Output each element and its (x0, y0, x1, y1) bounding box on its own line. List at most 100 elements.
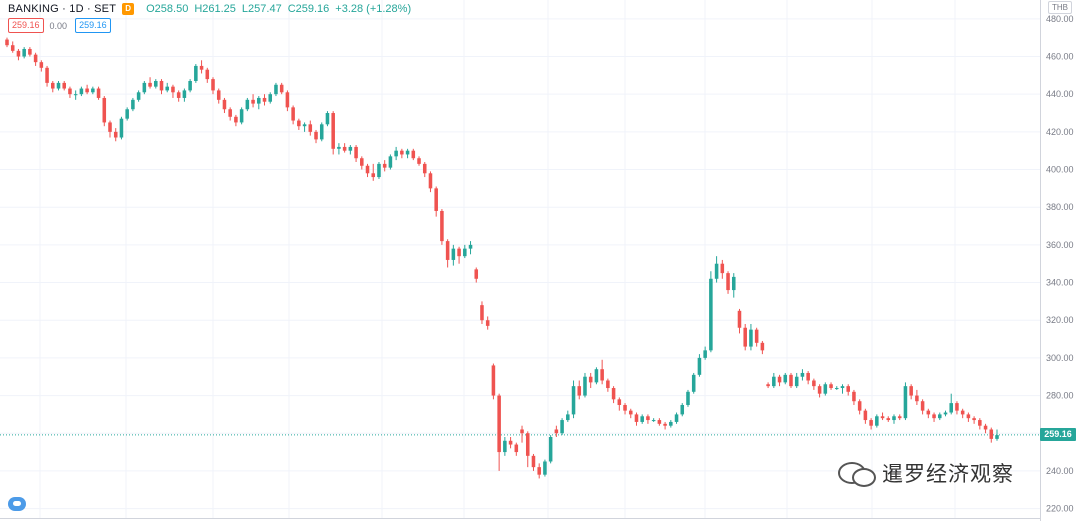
candle (68, 86, 72, 98)
candle (142, 80, 147, 95)
candle-body (634, 414, 639, 422)
candle (623, 403, 627, 415)
candle (377, 161, 381, 179)
candle (113, 128, 118, 142)
candle (897, 414, 902, 421)
candle-body (960, 410, 965, 415)
candle-body (966, 414, 971, 419)
candle (474, 267, 479, 283)
candle (903, 382, 908, 421)
candle-body (474, 269, 479, 279)
candle (531, 453, 536, 471)
candle-body (594, 369, 599, 383)
candle (285, 90, 290, 112)
candle (319, 122, 324, 142)
candle-body (497, 395, 501, 453)
candle (463, 244, 467, 259)
candle (926, 408, 931, 419)
candle-body (628, 410, 633, 415)
candle (606, 378, 610, 392)
candle-body (886, 418, 891, 421)
candle-body (834, 388, 839, 390)
candle-body (182, 90, 187, 98)
price-axis[interactable]: 220.00240.00260.00280.00300.00320.00340.… (1046, 14, 1074, 514)
candle (91, 86, 95, 95)
candle-body (165, 86, 170, 91)
candle (222, 97, 227, 114)
candle-body (199, 65, 204, 70)
currency-label[interactable]: THB (1048, 1, 1072, 14)
candle (491, 363, 496, 400)
candle (697, 354, 702, 377)
candle-body (995, 435, 999, 439)
candle (852, 389, 856, 405)
candle (978, 418, 982, 430)
candle (417, 156, 421, 166)
candle-body (234, 116, 238, 123)
ohlc-values: O258.50 H261.25 L257.47 C259.16 +3.28 (+1.28… (146, 3, 417, 15)
candle (354, 145, 358, 162)
candle (646, 414, 650, 424)
candle (731, 273, 736, 298)
candle-body (291, 107, 295, 121)
candle-body (314, 131, 318, 140)
candle (131, 97, 135, 112)
candle (709, 271, 713, 353)
candle-body (560, 420, 564, 434)
buy-button[interactable]: 259.16 (75, 18, 111, 33)
candle-body (606, 380, 610, 389)
candle (5, 37, 9, 48)
candle (594, 367, 599, 385)
candle-body (978, 420, 982, 426)
candle (754, 327, 759, 347)
candle (617, 397, 622, 411)
candle-body (646, 416, 650, 421)
candle-body (251, 99, 255, 104)
candle-body (382, 163, 387, 168)
candle (96, 86, 101, 100)
candle-body (371, 173, 376, 178)
candle (892, 414, 896, 424)
candle-body (417, 158, 421, 164)
high-value: H261.25 (194, 3, 236, 15)
interval-badge[interactable]: D (122, 3, 135, 15)
candle-body (520, 429, 524, 434)
candle (932, 412, 936, 422)
candle (520, 425, 524, 443)
candle (560, 418, 564, 436)
candle-body (863, 410, 868, 421)
candle-body (365, 165, 370, 174)
candle (943, 410, 948, 417)
sell-button[interactable]: 259.16 (8, 18, 44, 33)
candle-body (766, 384, 770, 387)
candle-body (480, 305, 484, 321)
candle-body (772, 376, 776, 387)
candle-body (691, 374, 696, 392)
tradingview-logo-icon[interactable] (8, 497, 26, 511)
candle-body (566, 414, 570, 421)
candle (348, 145, 353, 155)
candle (371, 163, 376, 181)
candle (302, 122, 307, 132)
candle-body (39, 62, 44, 68)
candle-body (640, 416, 644, 422)
candle-body (932, 414, 936, 419)
price-tick-label: 220.00 (1046, 504, 1074, 514)
candle-body (897, 416, 902, 419)
grid (0, 0, 1040, 518)
candle (148, 77, 152, 89)
candle-body (194, 65, 198, 81)
candle-body (468, 244, 473, 249)
candle-body (136, 92, 141, 100)
candle-body (669, 421, 673, 426)
candle-body (880, 416, 885, 419)
candle-body (85, 88, 89, 93)
candle (405, 148, 410, 159)
symbol-title[interactable]: BANKING · 1D · SET (8, 3, 117, 15)
legend-header: BANKING · 1D · SET D O258.50 H261.25 L257.… (8, 2, 417, 16)
candle (794, 372, 799, 389)
candle-body (211, 79, 215, 91)
candle-body (749, 329, 753, 347)
